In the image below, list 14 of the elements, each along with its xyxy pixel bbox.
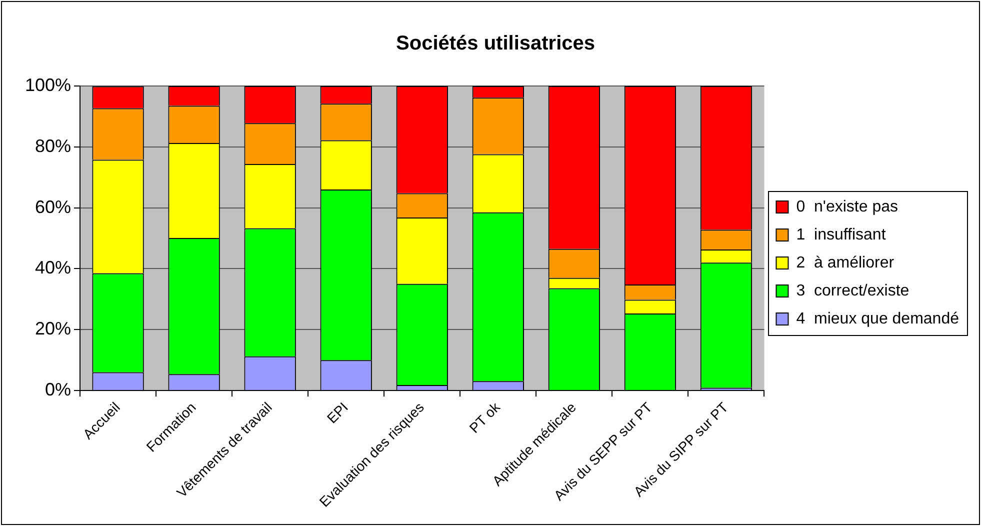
y-tick-label: 80% — [35, 136, 72, 156]
y-tick-label: 60% — [35, 196, 72, 217]
chart-title: Sociétés utilisatrices — [396, 32, 595, 55]
legend-label: 3 correct/existe — [796, 282, 910, 300]
legend-label: 1 insuffisant — [796, 226, 886, 244]
x-tick-label: PT ok — [466, 398, 504, 436]
legend-label: 4 mieux que demandé — [796, 310, 960, 328]
y-tick-label: 20% — [35, 318, 72, 339]
legend-label: 0 n'existe pas — [796, 198, 898, 216]
y-tick-label: 100% — [24, 74, 72, 95]
legend-label: 2 à améliorer — [796, 254, 895, 272]
x-tick-label: EPI — [324, 398, 351, 426]
y-tick-label: 40% — [35, 258, 72, 278]
y-tick-label: 0% — [45, 379, 72, 400]
